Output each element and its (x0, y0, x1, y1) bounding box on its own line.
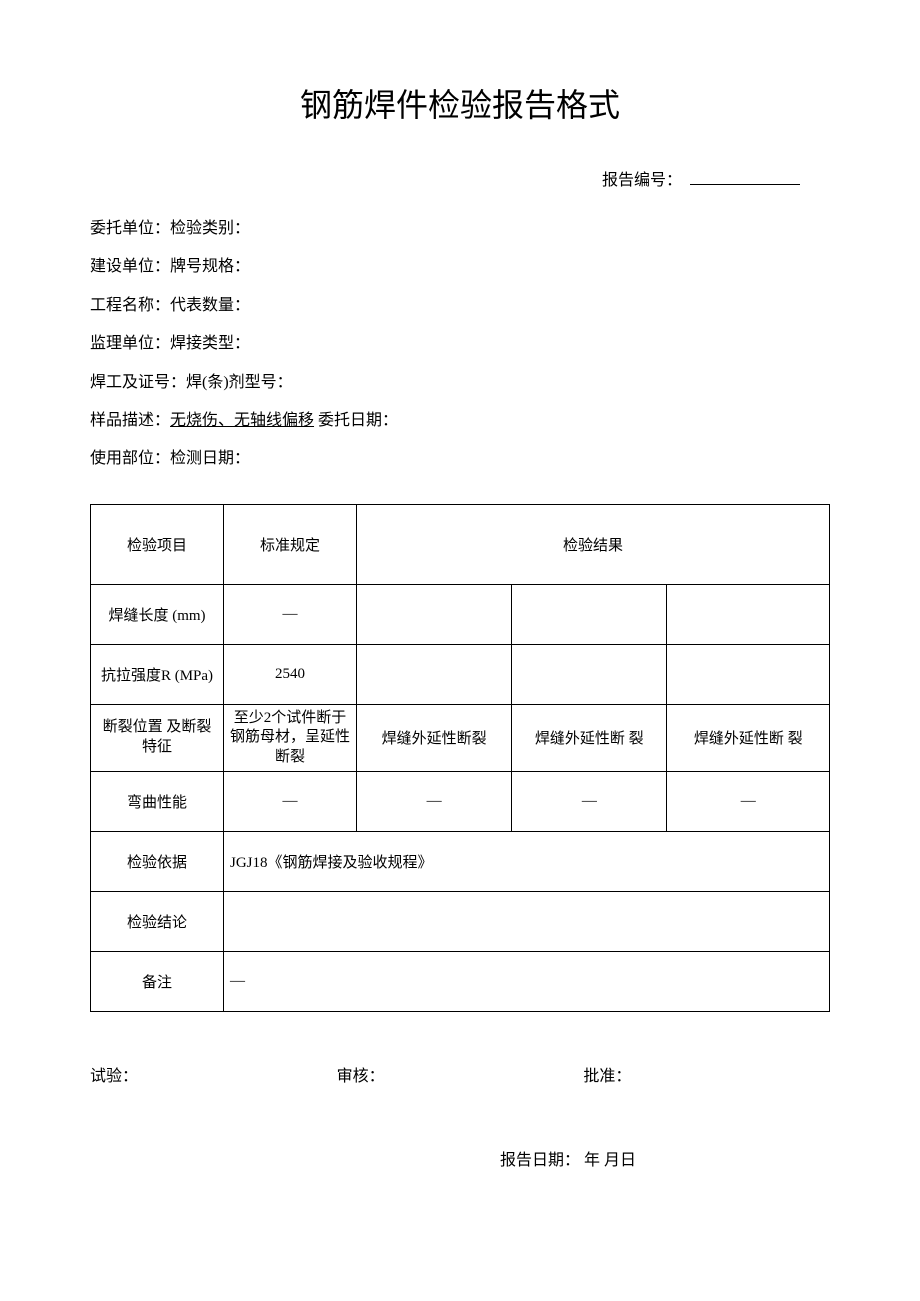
cell-result-3 (667, 584, 830, 644)
table-row: 断裂位置 及断裂特征 至少2个试件断于钢筋母材，呈延性断裂 焊缝外延性断裂 焊缝… (91, 704, 830, 772)
cell-item: 弯曲性能 (91, 772, 224, 832)
sample-desc-label: 样品描述： (90, 412, 170, 429)
cell-result-1 (357, 644, 512, 704)
cell-standard: — (224, 584, 357, 644)
signature-review: 审核： (337, 1062, 584, 1086)
report-date: 报告日期： 年 月日 (500, 1146, 830, 1170)
welder-cert-label: 焊工及证号： (90, 374, 186, 391)
conclusion-value (224, 892, 830, 952)
weld-type-label: 焊接类型： (170, 335, 250, 352)
report-number-underline (690, 184, 800, 185)
cell-standard: — (224, 772, 357, 832)
remark-value: — (224, 952, 830, 1012)
cell-result-2: 焊缝外延性断 裂 (512, 704, 667, 772)
info-line-1: 委托单位：检验类别： (90, 210, 830, 248)
commission-date-label: 委托日期： (314, 412, 398, 429)
info-line-2: 建设单位：牌号规格： (90, 248, 830, 286)
col-header-standard: 标准规定 (224, 504, 357, 584)
cell-result-1: 焊缝外延性断裂 (357, 704, 512, 772)
page-title: 钢筋焊件检验报告格式 (90, 80, 830, 126)
cell-standard: 至少2个试件断于钢筋母材，呈延性断裂 (224, 704, 357, 772)
info-line-7: 使用部位：检测日期： (90, 440, 830, 478)
cell-result-2 (512, 644, 667, 704)
basis-value: JGJ18《钢筋焊接及验收规程》 (224, 832, 830, 892)
info-line-6: 样品描述：无烧伤、无轴线偏移 委托日期： (90, 402, 830, 440)
grade-spec-label: 牌号规格： (170, 258, 250, 275)
col-header-item: 检验项目 (91, 504, 224, 584)
cell-item: 断裂位置 及断裂特征 (91, 704, 224, 772)
info-line-3: 工程名称：代表数量： (90, 287, 830, 325)
conclusion-label: 检验结论 (91, 892, 224, 952)
table-row: 弯曲性能 — — — — (91, 772, 830, 832)
cell-result-3: 焊缝外延性断 裂 (667, 704, 830, 772)
table-row: 焊缝长度 (mm) — (91, 584, 830, 644)
conclusion-row: 检验结论 (91, 892, 830, 952)
signature-approve: 批准： (583, 1062, 830, 1086)
report-number-row: 报告编号： (90, 166, 830, 190)
cell-result-2: — (512, 772, 667, 832)
use-location-label: 使用部位： (90, 450, 170, 467)
remark-label: 备注 (91, 952, 224, 1012)
info-line-4: 监理单位：焊接类型： (90, 325, 830, 363)
client-unit-label: 委托单位： (90, 220, 170, 237)
remark-row: 备注 — (91, 952, 830, 1012)
cell-result-3: — (667, 772, 830, 832)
cell-item: 抗拉强度R (MPa) (91, 644, 224, 704)
represent-qty-label: 代表数量： (170, 297, 250, 314)
cell-result-1: — (357, 772, 512, 832)
cell-result-3 (667, 644, 830, 704)
table-header-row: 检验项目 标准规定 检验结果 (91, 504, 830, 584)
supervision-unit-label: 监理单位： (90, 335, 170, 352)
signature-test: 试验： (90, 1062, 337, 1086)
info-line-5: 焊工及证号：焊(条)剂型号： (90, 364, 830, 402)
signature-row: 试验： 审核： 批准： (90, 1062, 830, 1086)
basis-label: 检验依据 (91, 832, 224, 892)
construction-unit-label: 建设单位： (90, 258, 170, 275)
electrode-model-label: 焊(条)剂型号： (186, 374, 293, 391)
cell-result-2 (512, 584, 667, 644)
test-date-label: 检测日期： (170, 450, 250, 467)
inspection-table: 检验项目 标准规定 检验结果 焊缝长度 (mm) — 抗拉强度R (MPa) 2… (90, 504, 830, 1013)
col-header-result: 检验结果 (357, 504, 830, 584)
table-row: 抗拉强度R (MPa) 2540 (91, 644, 830, 704)
sample-desc-value: 无烧伤、无轴线偏移 (170, 412, 314, 429)
report-number-label: 报告编号： (602, 172, 682, 189)
info-block: 委托单位：检验类别： 建设单位：牌号规格： 工程名称：代表数量： 监理单位：焊接… (90, 210, 830, 479)
cell-result-1 (357, 584, 512, 644)
cell-standard: 2540 (224, 644, 357, 704)
cell-item: 焊缝长度 (mm) (91, 584, 224, 644)
inspect-type-label: 检验类别： (170, 220, 250, 237)
project-name-label: 工程名称： (90, 297, 170, 314)
basis-row: 检验依据 JGJ18《钢筋焊接及验收规程》 (91, 832, 830, 892)
